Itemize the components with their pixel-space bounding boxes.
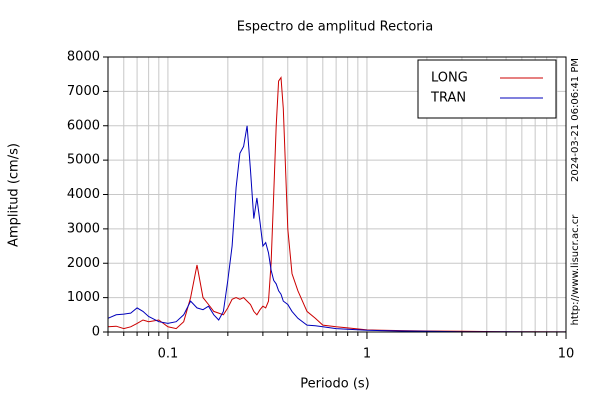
- timestamp: 2024-03-21 06:06:41 PM: [570, 58, 581, 182]
- source-url: http://www.lisucr.ac.cr: [570, 214, 581, 326]
- y-tick-label: 6000: [67, 118, 100, 133]
- y-tick-label: 5000: [67, 153, 100, 168]
- series-line: [107, 125, 566, 333]
- legend-label: TRAN: [430, 91, 466, 106]
- x-tick-label: 10: [558, 347, 575, 362]
- y-axis-label: Amplitud (cm/s): [7, 143, 22, 247]
- y-tick-label: 1000: [67, 290, 100, 305]
- y-tick-label: 7000: [67, 84, 100, 99]
- y-tick-label: 4000: [67, 187, 100, 202]
- plot-frame: [107, 56, 567, 333]
- x-tick-label: 0.1: [158, 347, 179, 362]
- y-tick-label: 3000: [67, 221, 100, 236]
- x-tick-label: 1: [363, 347, 371, 362]
- y-tick-label: 8000: [67, 50, 100, 65]
- x-axis-label: Periodo (s): [300, 377, 370, 392]
- legend: LONG TRAN: [417, 59, 557, 119]
- legend-box: [417, 59, 557, 119]
- y-tick-label: 0: [92, 325, 100, 340]
- legend-label: LONG: [431, 71, 468, 86]
- y-tick-label: 2000: [67, 256, 100, 271]
- chart-title: Espectro de amplitud Rectoria: [237, 20, 433, 35]
- series-line: [107, 76, 567, 333]
